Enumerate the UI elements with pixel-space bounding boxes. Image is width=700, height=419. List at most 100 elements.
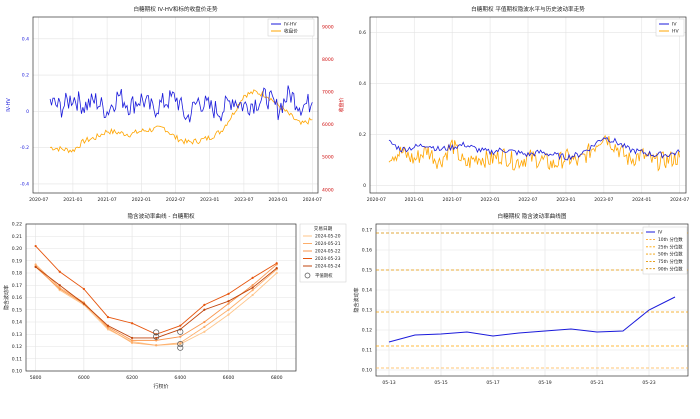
c4-y-tick-label: 0.16 — [362, 248, 372, 254]
c3-series-line — [35, 264, 278, 341]
c3-legend-label: 2024-05-23 — [315, 256, 341, 262]
c1-y2-label: 收盘价 — [338, 97, 345, 112]
c1-x-tick-label: 2021-01 — [63, 197, 82, 203]
c1-series-close-line — [50, 89, 313, 154]
c1-legend-label: 收盘价 — [284, 28, 298, 35]
c1-title: 白糖期权 IV-HV和标的收盘价走势 — [133, 5, 218, 13]
c4-legend-label: 90th 分位数 — [658, 265, 683, 272]
c4-series-iv-line — [388, 296, 676, 343]
c3-y-tick-label: 0.19 — [12, 258, 22, 264]
c2-x-tick-label: 2023-01 — [556, 197, 575, 203]
c3-series-point — [34, 265, 37, 268]
c1-y-tick-label: 0.4 — [22, 36, 29, 42]
c3-legend-label: 2024-05-21 — [315, 241, 341, 247]
c4-legend-label: 75th 分位数 — [658, 258, 683, 265]
c3-x-tick-label: 6200 — [126, 375, 138, 381]
c2-series-iv-line — [388, 136, 681, 161]
c2-y-tick-label: 0.2 — [359, 132, 366, 138]
c3-series-point — [203, 330, 206, 333]
c1-frame — [32, 16, 319, 194]
c3-series-point — [227, 308, 230, 311]
c3-series-point — [203, 303, 206, 306]
c3-series-point — [275, 262, 278, 265]
c3-atm-marker — [153, 333, 160, 340]
c3-x-tick-label: 6000 — [78, 375, 90, 381]
c3-series-point — [251, 293, 254, 297]
c3-legend-label: 2024-05-20 — [315, 234, 341, 240]
c1-x-tick-label: 2022-07 — [166, 197, 185, 203]
c3-x-tick-label: 6600 — [223, 375, 235, 381]
c3-atm-marker — [177, 340, 184, 348]
c2-x-tick-label: 2022-07 — [518, 197, 537, 203]
c3-y-tick-label: 0.21 — [12, 234, 22, 240]
c3-title: 隐含波动率曲线 - 白糖期权 — [127, 212, 195, 220]
c3-y-tick-label: 0.10 — [12, 369, 22, 375]
c1-y2-tick-label: 5000 — [322, 155, 334, 161]
c4-legend-label: 10th 分位数 — [658, 236, 683, 243]
c3-series-point — [227, 300, 230, 303]
c3-y-tick-label: 0.11 — [12, 356, 22, 362]
c3-y-tick-label: 0.14 — [12, 320, 22, 326]
c2-x-tick-label: 2021-07 — [443, 197, 462, 203]
c3-series-point — [275, 267, 278, 270]
c2-x-tick-label: 2024-07 — [670, 197, 689, 203]
c2-title: 白糖期权 平值期权隐波水平与历史波动率走势 — [471, 5, 585, 13]
c3-y-tick-label: 0.20 — [12, 246, 22, 252]
c1-y-tick-label: -0.2 — [20, 145, 29, 151]
c3-y-tick-label: 0.15 — [12, 307, 22, 313]
c3-series-point — [251, 286, 254, 289]
c3-x-tick-label: 5800 — [30, 375, 42, 381]
c2-x-tick-label: 2024-01 — [632, 197, 651, 203]
c3-series-point — [227, 313, 230, 316]
c4-y-label: 隐含波动率 — [353, 287, 360, 312]
c4-legend-label: 25th 分位数 — [658, 243, 683, 250]
c3-series-point — [34, 263, 37, 266]
c1-y-tick-label: 0.2 — [22, 73, 29, 79]
c2-y-tick-label: 0.6 — [359, 30, 366, 36]
c3-series-point — [82, 287, 85, 291]
c1-x-tick-label: 2023-01 — [200, 197, 219, 203]
c3-series-point — [34, 244, 37, 248]
c1-y2-tick-label: 7000 — [322, 90, 334, 96]
c2-y-tick-label: 0 — [363, 183, 366, 189]
c1-x-tick-label: 2024-07 — [303, 197, 322, 203]
c3-legend-marker-label: 平值期权 — [315, 272, 333, 279]
c2-legend-label: HV — [672, 29, 679, 35]
c3-series-point — [251, 276, 254, 279]
c4-y-tick-label: 0.17 — [362, 228, 372, 234]
c1-y2-tick-label: 9000 — [322, 24, 334, 30]
c4-y-tick-label: 0.12 — [362, 328, 372, 334]
c3-y-tick-label: 0.12 — [12, 344, 22, 350]
c3-atm-marker — [177, 328, 184, 335]
c4-x-tick-label: 05-15 — [434, 380, 447, 386]
c3-series-point — [227, 292, 230, 295]
c1-legend-label: IV-HV — [284, 22, 297, 28]
c4-frame — [375, 223, 689, 377]
c3-series-point — [275, 271, 278, 275]
c3-series-point — [227, 302, 230, 305]
c2-legend-label: IV — [672, 22, 677, 28]
c3-atm-marker — [153, 329, 160, 336]
c4-y-tick-label: 0.14 — [362, 288, 372, 294]
c3-series-point — [251, 289, 254, 292]
c2-x-tick-label: 2023-07 — [594, 197, 613, 203]
c1-x-tick-label: 2022-01 — [132, 197, 151, 203]
c3-y-tick-label: 0.17 — [12, 283, 22, 289]
c3-y-tick-label: 0.16 — [12, 295, 22, 301]
c3-series-line — [35, 266, 277, 339]
c4-legend-box — [642, 226, 688, 275]
c3-series-point — [251, 284, 254, 287]
c1-y-tick-label: 0 — [26, 109, 29, 115]
c3-x-tick-label: 6800 — [271, 375, 283, 381]
c3-series-point — [58, 284, 61, 287]
c4-x-tick-label: 05-13 — [382, 380, 395, 386]
c2-x-tick-label: 2021-01 — [405, 197, 424, 203]
c3-legend-box — [299, 223, 347, 283]
c4-y-tick-label: 0.15 — [362, 268, 372, 274]
c3-series-point — [130, 341, 134, 344]
c2-y-tick-label: 0.4 — [359, 81, 366, 87]
c4-x-tick-label: 05-19 — [538, 380, 551, 386]
c2-x-tick-label: 2022-01 — [480, 197, 499, 203]
c2-x-tick-label: 2020-07 — [367, 197, 386, 203]
c1-x-tick-label: 2021-07 — [97, 197, 116, 203]
